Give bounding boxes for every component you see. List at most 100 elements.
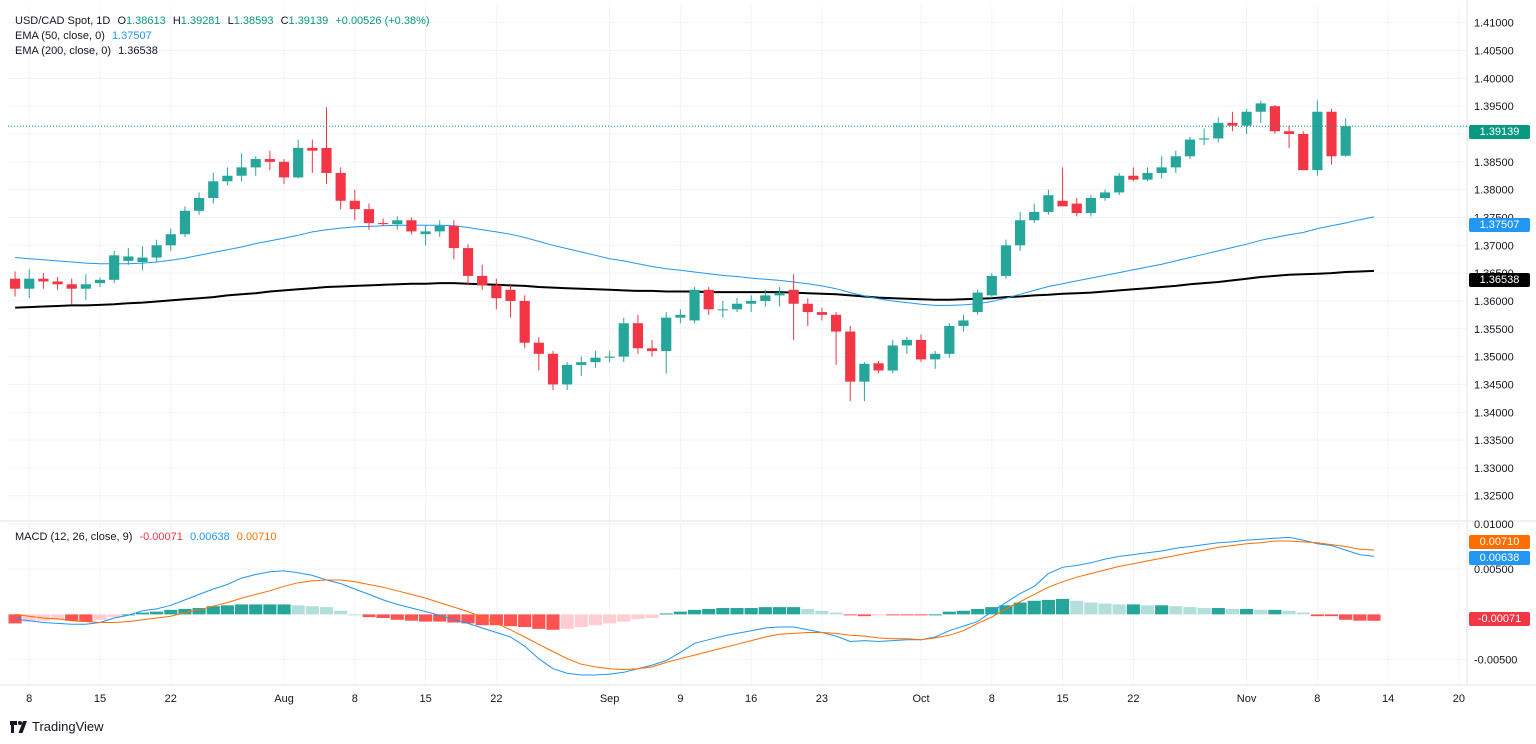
histogram-bar	[362, 614, 376, 618]
candle	[264, 150, 275, 171]
macd-line	[15, 536, 1375, 676]
candle-body	[1015, 220, 1026, 246]
histogram-bar	[574, 614, 588, 628]
candle-body	[901, 339, 912, 346]
macd-price-label: 0.00638	[1469, 551, 1530, 565]
price-tick-label: 1.39500	[1474, 101, 1514, 113]
candle	[632, 314, 644, 354]
time-tick-label: 15	[94, 693, 106, 705]
histogram-bar	[603, 614, 617, 624]
candle-body	[307, 147, 318, 151]
histogram-bar	[730, 608, 744, 615]
candle-body	[1184, 139, 1196, 157]
histogram-bar	[971, 608, 985, 615]
candle	[236, 153, 247, 182]
price-tick-label: 1.41000	[1474, 18, 1514, 30]
ema200-title: EMA (200, close, 0)	[15, 45, 111, 57]
candle	[816, 307, 828, 321]
histogram-bar	[1225, 608, 1240, 615]
price-tick-label: 1.37000	[1474, 240, 1514, 252]
candle-body	[1283, 131, 1295, 134]
time-tick-label: Oct	[912, 693, 929, 705]
candle-body	[944, 326, 955, 354]
candle	[802, 298, 813, 326]
candle-body	[632, 323, 644, 349]
candle-body	[434, 225, 445, 232]
tradingview-logo[interactable]: TradingView	[10, 719, 104, 734]
candle-body	[222, 175, 233, 182]
candle-body	[830, 314, 842, 332]
histogram-bar	[1339, 614, 1353, 620]
candle-body	[590, 357, 601, 363]
candle	[547, 351, 559, 390]
histogram-bar	[1254, 609, 1268, 615]
histogram-bar	[617, 614, 631, 622]
candle	[392, 216, 403, 230]
candle	[137, 246, 148, 271]
logo-text: TradingView	[32, 719, 104, 734]
candle-body	[1057, 200, 1068, 207]
time-tick-label: 22	[1127, 693, 1139, 705]
candle-body	[1312, 111, 1323, 171]
candle-body	[1298, 134, 1309, 171]
histogram-bar	[1197, 608, 1211, 615]
candle-body	[1255, 103, 1266, 112]
candle-body	[1227, 122, 1238, 126]
histogram-bar	[220, 605, 234, 615]
macd-hist-price-label: -0.00071	[1469, 612, 1530, 626]
candle	[1142, 167, 1153, 182]
candle-body	[576, 362, 587, 365]
histogram-bar	[390, 614, 404, 620]
time-tick-label: 8	[26, 693, 32, 705]
candlestick-series	[9, 100, 1351, 402]
candle-body	[816, 312, 828, 315]
histogram-bar	[263, 604, 277, 615]
macd-tick-label: 0.01000	[1474, 519, 1514, 531]
candle-body	[661, 317, 672, 352]
candle	[562, 362, 573, 390]
histogram-bar	[928, 614, 942, 616]
candle	[958, 314, 969, 332]
candle	[887, 339, 898, 374]
histogram-bar	[999, 605, 1013, 615]
candle	[859, 362, 870, 402]
candle-body	[462, 248, 474, 276]
ohlc-low: L1.38593	[227, 15, 274, 27]
candle	[1283, 125, 1295, 148]
time-tick-label: 9	[677, 693, 683, 705]
histogram-bar	[985, 607, 999, 615]
candle-body	[1128, 175, 1139, 180]
candle-body	[618, 323, 629, 357]
candle	[944, 323, 955, 358]
time-tick-label: 16	[745, 693, 757, 705]
histogram-bar	[1169, 606, 1183, 615]
candle-body	[137, 257, 148, 262]
histogram-bar	[758, 607, 772, 615]
candle	[307, 139, 318, 173]
candle-body	[208, 181, 219, 198]
macd-legend: MACD (12, 26, close, 9) -0.00071 0.00638…	[15, 530, 281, 545]
candle	[179, 206, 191, 237]
candle	[80, 274, 91, 300]
candle	[1071, 198, 1082, 217]
signal-value: 0.00710	[236, 531, 277, 543]
price-tick-label: 1.34000	[1474, 407, 1514, 419]
time-tick-label: 15	[1056, 693, 1068, 705]
histogram-bar	[135, 612, 150, 615]
macd-tick-label: 0.00500	[1474, 564, 1514, 576]
histogram-bar	[22, 614, 36, 622]
candle	[972, 289, 983, 315]
ema50-price-label: 1.37507	[1469, 218, 1530, 232]
candle	[278, 159, 290, 185]
candle-body	[9, 278, 21, 289]
histogram-bar	[334, 610, 348, 615]
histogram-bar	[475, 614, 489, 626]
histogram-bar	[419, 614, 433, 622]
candle-body	[689, 289, 700, 321]
candle	[519, 295, 530, 349]
candle	[689, 287, 700, 324]
histogram-bar	[1112, 604, 1126, 615]
histogram-bar	[164, 609, 178, 615]
candle-body	[123, 256, 134, 261]
